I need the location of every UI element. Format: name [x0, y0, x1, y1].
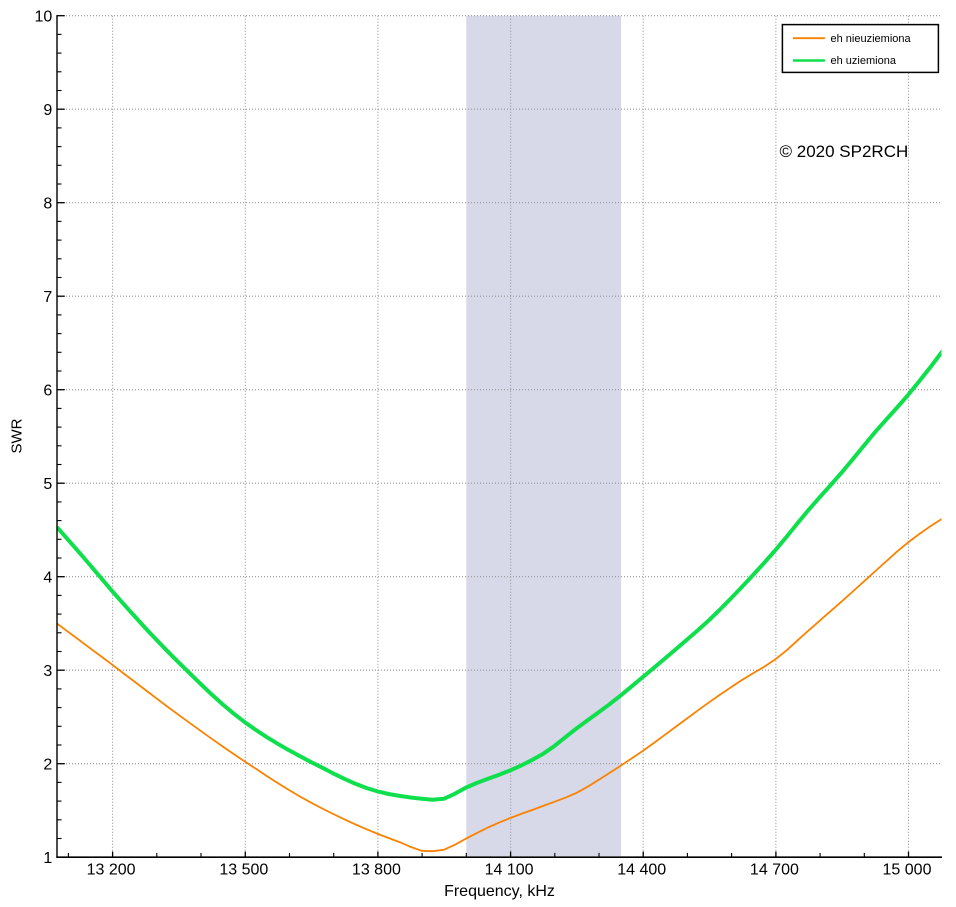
- svg-text:13 800: 13 800: [352, 862, 401, 879]
- svg-text:6: 6: [43, 383, 52, 400]
- svg-text:SWR: SWR: [9, 418, 26, 453]
- svg-text:7: 7: [43, 289, 52, 306]
- svg-text:10: 10: [35, 9, 53, 26]
- svg-text:8: 8: [43, 196, 52, 213]
- svg-text:15 000: 15 000: [883, 862, 932, 879]
- svg-text:14 700: 14 700: [750, 862, 799, 879]
- svg-text:13 200: 13 200: [87, 862, 136, 879]
- svg-text:1: 1: [43, 850, 52, 867]
- svg-text:14 100: 14 100: [485, 862, 534, 879]
- svg-text:9: 9: [43, 102, 52, 119]
- svg-text:13 500: 13 500: [219, 862, 268, 879]
- svg-text:4: 4: [43, 570, 52, 587]
- svg-text:5: 5: [43, 476, 52, 493]
- svg-text:3: 3: [43, 663, 52, 680]
- svg-text:© 2020 SP2RCH: © 2020 SP2RCH: [780, 142, 909, 161]
- svg-text:14 400: 14 400: [617, 862, 666, 879]
- svg-text:eh nieuziemiona: eh nieuziemiona: [831, 33, 912, 45]
- svg-text:2: 2: [43, 757, 52, 774]
- svg-text:Frequency, kHz: Frequency, kHz: [444, 883, 555, 900]
- svg-text:eh uziemiona: eh uziemiona: [831, 55, 897, 67]
